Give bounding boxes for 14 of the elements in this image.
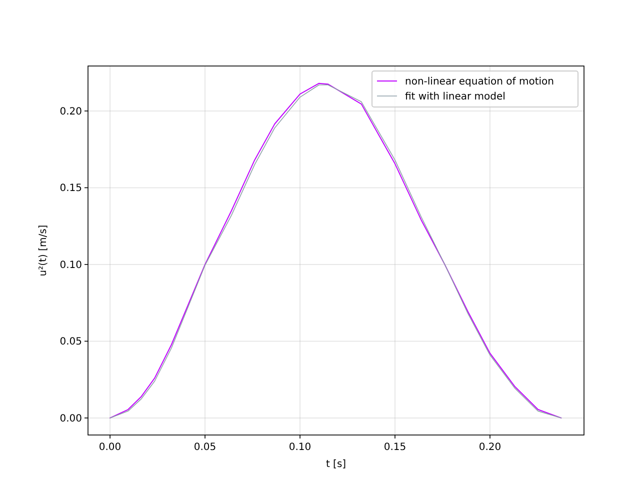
- y-tick-label: 0.05: [60, 336, 82, 348]
- y-axis-title: u²(t) [m/s]: [38, 224, 49, 276]
- y-tick-label: 0.20: [60, 106, 82, 118]
- legend-label: fit with linear model: [405, 92, 506, 102]
- x-tick-label: 0.15: [384, 442, 406, 453]
- y-tick-label: 0.10: [60, 260, 82, 271]
- y-tick-label: 0.15: [60, 183, 82, 194]
- x-tick-label: 0.00: [98, 442, 122, 453]
- x-tick-label: 0.10: [288, 442, 312, 453]
- x-axis-title: t [s]: [326, 459, 346, 470]
- x-tick-label: 0.05: [194, 442, 216, 453]
- x-tick-label: 0.20: [478, 442, 502, 453]
- legend-label: non-linear equation of motion: [405, 76, 554, 88]
- y-tick-label: 0.00: [60, 413, 82, 424]
